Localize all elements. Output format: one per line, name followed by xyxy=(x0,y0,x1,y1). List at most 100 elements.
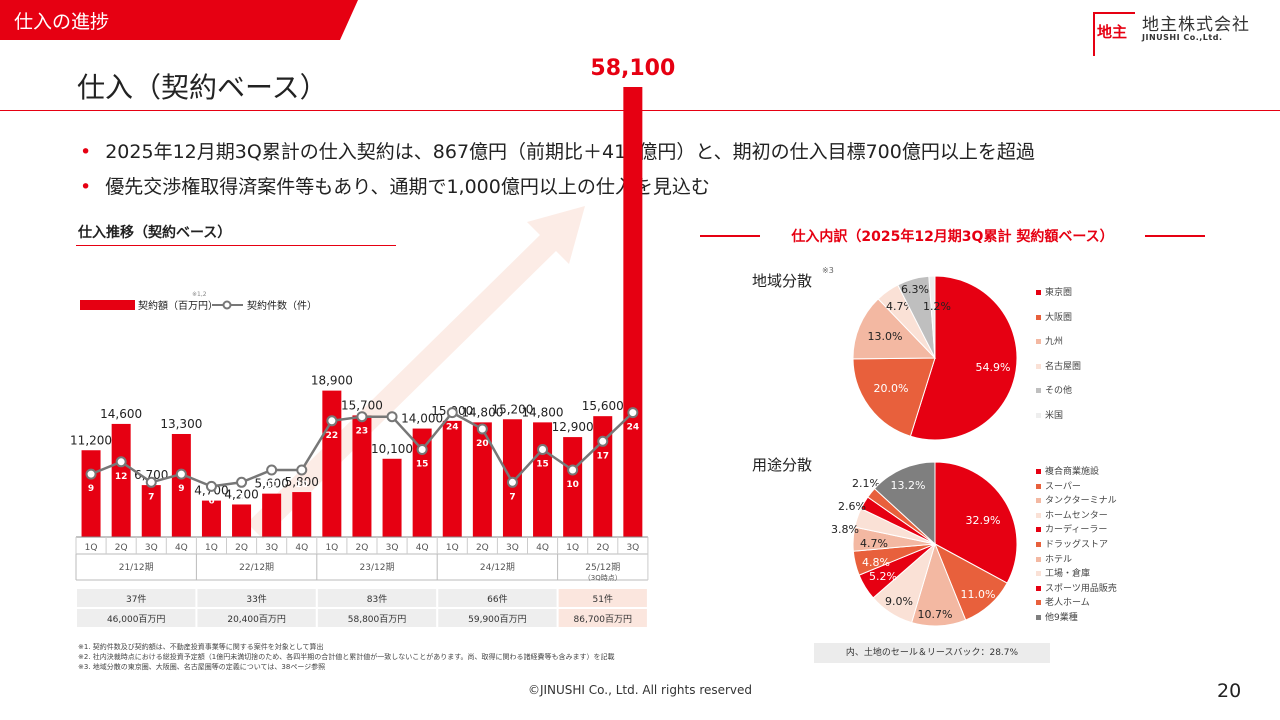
bar-value-label: 4,200 xyxy=(224,487,258,501)
legend-item: タンクターミナル xyxy=(1036,493,1117,506)
bullet-text: 2025年12月期3Q累計の仕入契約は、867億円（前期比＋415億円）と、期初… xyxy=(105,141,1035,163)
count-label: 6 xyxy=(208,496,214,506)
x-tick-label: 2Q xyxy=(596,543,609,553)
legend-swatch xyxy=(1036,571,1041,577)
count-point xyxy=(537,444,549,455)
bar xyxy=(262,493,282,537)
legend-label: 九州 xyxy=(1045,337,1064,347)
total-count: 66件 xyxy=(487,593,507,605)
x-tick-label: 3Q xyxy=(626,543,639,553)
pie-value-label: 13.2% xyxy=(891,479,926,492)
legend-swatch xyxy=(1036,469,1041,474)
legend-swatch xyxy=(1036,542,1041,547)
count-label: 24 xyxy=(627,423,640,433)
count-label: 10 xyxy=(295,480,308,490)
count-point xyxy=(266,464,278,476)
footnotes: ※1. 契約件数及び契約額は、不動産投資事業等に関する案件を対象として算出 ※2… xyxy=(78,642,615,672)
total-amount: 86,700百万円 xyxy=(574,614,633,625)
count-point xyxy=(236,476,248,488)
bar xyxy=(412,428,432,537)
legend-label: その他 xyxy=(1045,386,1073,396)
total-amount-cell xyxy=(77,609,196,627)
total-amount-cell xyxy=(317,609,437,627)
legend-item: カーディーラー xyxy=(1036,522,1107,535)
bar-value-label: 15,200 xyxy=(491,402,533,416)
count-point xyxy=(476,423,488,435)
pie-value-label: 4.8% xyxy=(862,556,890,569)
count-label: 7 xyxy=(148,492,154,502)
usage-pie-title: 用途分散 xyxy=(752,456,813,474)
pie-value-label: 11.0% xyxy=(961,588,996,601)
legend-swatch xyxy=(1036,314,1041,320)
page-number: 20 xyxy=(1217,680,1242,702)
x-tick-label: 2Q xyxy=(476,543,489,553)
count-label: 15 xyxy=(416,460,429,470)
legend-item: スポーツ用品販売 xyxy=(1036,581,1117,594)
legend-swatch xyxy=(1036,600,1041,606)
legend-label: 工場・倉庫 xyxy=(1045,569,1091,580)
legend-label: 名古屋圏 xyxy=(1045,361,1082,372)
x-tick-label: 2Q xyxy=(356,543,369,553)
period-label: 23/12期 xyxy=(360,562,395,573)
pie-value-label: 32.9% xyxy=(966,514,1001,527)
company-logo-mark: 地主 xyxy=(1093,12,1135,56)
company-name-en: JINUSHI Co.,Ltd. xyxy=(1142,33,1223,42)
legend-item: 九州 xyxy=(1036,334,1063,347)
count-point xyxy=(326,415,338,427)
pie-slice xyxy=(909,275,1018,441)
count-label: 20 xyxy=(476,439,489,449)
bar-value-label: 15,600 xyxy=(582,399,624,413)
count-point xyxy=(506,476,518,488)
count-point xyxy=(356,411,368,423)
x-tick-label: 1Q xyxy=(325,543,338,553)
total-amount: 58,800百万円 xyxy=(348,614,407,625)
legend-item: 複合商業施設 xyxy=(1036,464,1099,477)
count-label: 10 xyxy=(265,480,278,490)
legend-item: 米国 xyxy=(1036,408,1063,421)
x-tick-label: 1Q xyxy=(446,543,459,553)
bar-value-label: 14,800 xyxy=(522,405,564,419)
bar xyxy=(352,415,372,537)
count-label: 7 xyxy=(238,492,244,502)
legend-swatch xyxy=(1036,412,1041,418)
legend-label: スポーツ用品販売 xyxy=(1045,583,1117,594)
count-point xyxy=(85,468,97,480)
count-point xyxy=(205,480,217,492)
bar xyxy=(292,492,312,537)
count-label: 17 xyxy=(596,451,609,461)
footnote: ※2. 社内決裁時点における総投資予定額（1億円未満切捨のため、各四半期の合計値… xyxy=(78,653,615,661)
logo-mark-text: 地主 xyxy=(1097,23,1128,41)
count-label: 12 xyxy=(115,472,128,482)
legend-label: タンクターミナル xyxy=(1045,496,1117,507)
count-label: 9 xyxy=(178,484,184,494)
bar xyxy=(442,420,462,537)
total-count: 51件 xyxy=(593,593,613,605)
total-amount-cell xyxy=(438,609,557,627)
legend-swatch xyxy=(1036,512,1041,518)
period-label: 24/12期 xyxy=(480,562,515,573)
bar-value-label: 14,000 xyxy=(401,412,443,426)
footnote: ※1. 契約件数及び契約額は、不動産投資事業等に関する案件を対象として算出 xyxy=(78,643,324,651)
bar-value-label: 10,100 xyxy=(371,442,413,456)
bar xyxy=(141,485,161,537)
section-tab: 仕入の進捗 xyxy=(0,0,358,40)
x-tick-label: 4Q xyxy=(175,543,188,553)
pie-slice xyxy=(873,461,936,546)
count-point xyxy=(115,456,127,468)
bar-value-label: 5,800 xyxy=(285,475,319,489)
x-tick-label: 3Q xyxy=(386,543,399,553)
region-pie-note: ※3 xyxy=(822,266,834,275)
count-point xyxy=(386,411,398,423)
bar xyxy=(201,500,221,537)
pie-slice xyxy=(852,298,937,360)
legend-item: その他 xyxy=(1036,383,1072,396)
bar xyxy=(111,423,131,537)
count-point xyxy=(597,435,609,447)
page-title: 仕入（契約ベース） xyxy=(77,71,328,104)
legend-item: スーパー xyxy=(1036,479,1081,492)
legend-label: ホテル xyxy=(1045,554,1073,565)
legend-label: カーディーラー xyxy=(1045,525,1108,536)
bar xyxy=(232,504,252,537)
count-point xyxy=(627,407,639,419)
